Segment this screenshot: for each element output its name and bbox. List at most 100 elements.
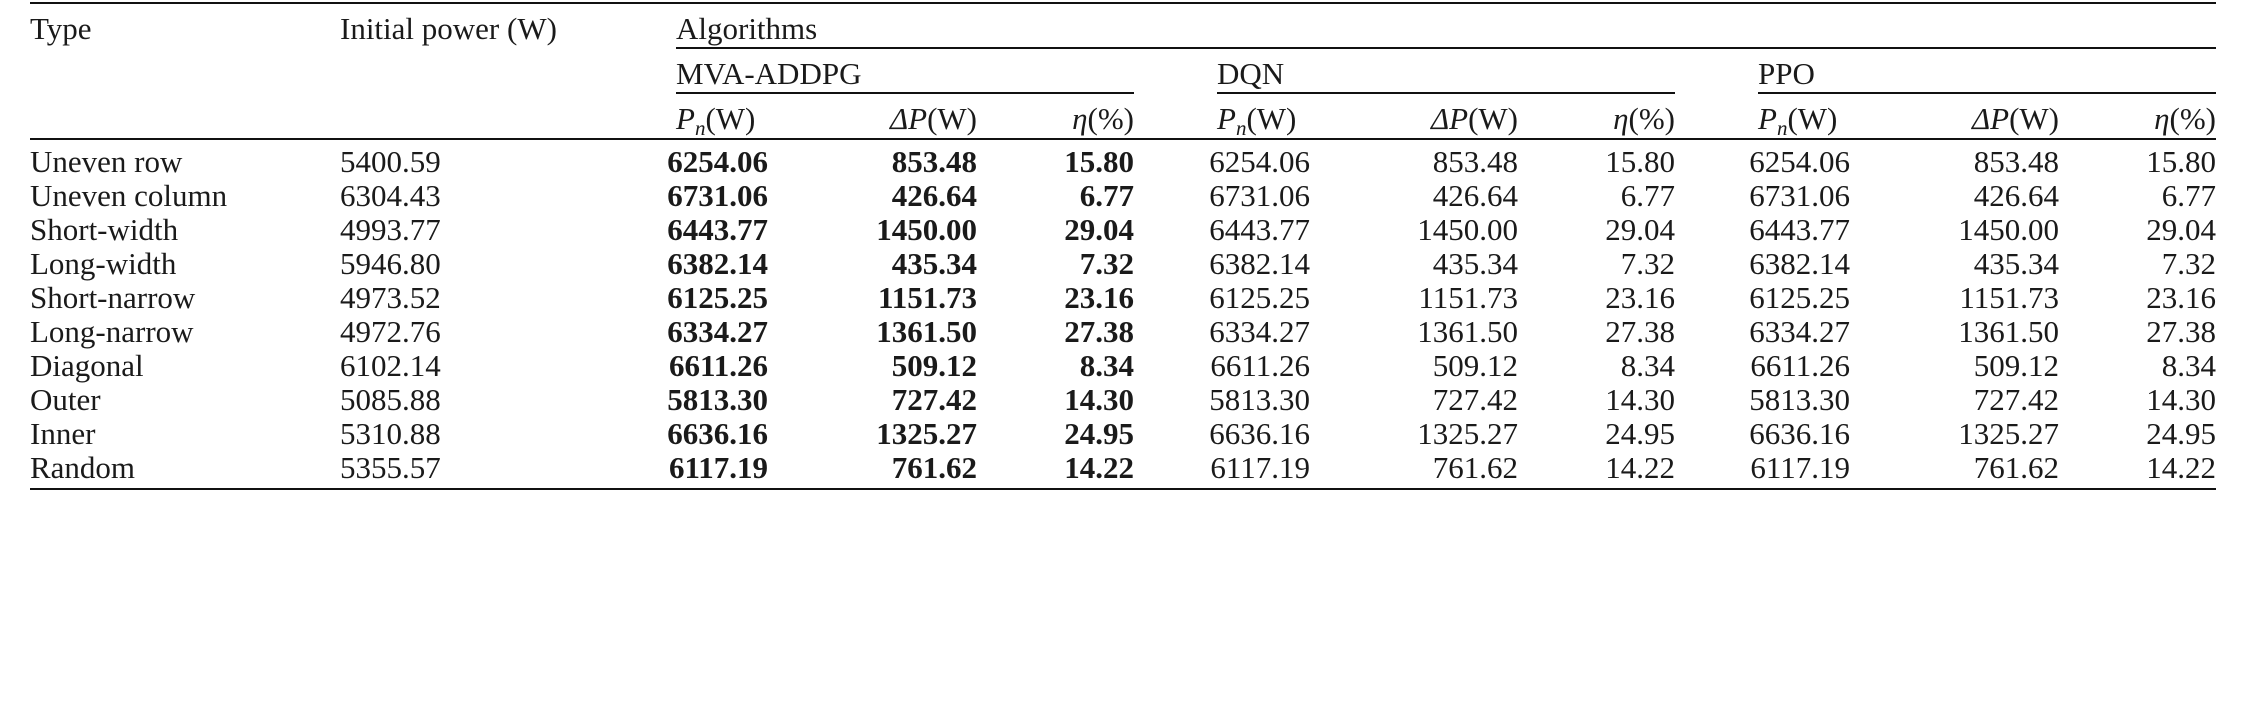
cell-pn: 6731.06 <box>1749 178 1850 213</box>
cell-eta: 24.95 <box>1064 416 1134 451</box>
cell-pn: 6636.16 <box>667 416 768 451</box>
cell-eta: 8.34 <box>2161 348 2216 383</box>
cell-eta: 14.22 <box>1605 450 1675 485</box>
cell-eta: 23.16 <box>1605 280 1675 315</box>
cell-delta-p: 761.62 <box>1432 450 1518 485</box>
cell-delta-p: 1325.27 <box>876 416 977 451</box>
cell-eta: 29.04 <box>1605 212 1675 247</box>
cell-pn: 6611.26 <box>1210 348 1310 383</box>
group-label-mva-addpg: MVA-ADDPG <box>676 56 862 91</box>
cell-eta: 15.80 <box>1064 144 1134 179</box>
cell-eta: 23.16 <box>1064 280 1134 315</box>
cell-eta: 14.30 <box>1064 382 1134 417</box>
cell-eta: 24.95 <box>1605 416 1675 451</box>
cell-pn: 6117.19 <box>1750 450 1850 485</box>
cell-pn: 6117.19 <box>1210 450 1310 485</box>
cell-delta-p: 426.64 <box>891 178 977 213</box>
cell-pn: 6254.06 <box>1209 144 1310 179</box>
cell-delta-p: 1450.00 <box>1958 212 2059 247</box>
cell-delta-p: 509.12 <box>1973 348 2059 383</box>
cell-type: Uneven row <box>30 144 183 179</box>
cell-eta: 27.38 <box>1605 314 1675 349</box>
cell-type: Outer <box>30 382 101 417</box>
subcol-delta-p-header: ΔP(W) <box>1971 101 2059 136</box>
cell-eta: 29.04 <box>2146 212 2216 247</box>
cell-delta-p: 761.62 <box>1973 450 2059 485</box>
cell-delta-p: 853.48 <box>891 144 977 179</box>
group-label-ppo: PPO <box>1758 56 1815 91</box>
cell-pn: 6636.16 <box>1749 416 1850 451</box>
subcol-eta-header: η(%) <box>1072 101 1134 136</box>
cell-type: Short-width <box>30 212 179 247</box>
cell-delta-p: 727.42 <box>1973 382 2059 417</box>
cell-eta: 7.32 <box>1620 246 1675 281</box>
cell-delta-p: 435.34 <box>1432 246 1518 281</box>
header-algorithms: Algorithms <box>676 11 818 46</box>
cell-delta-p: 426.64 <box>1432 178 1518 213</box>
cell-pn: 6125.25 <box>667 280 768 315</box>
cell-pn: 5813.30 <box>1749 382 1850 417</box>
header-rule <box>30 138 2216 140</box>
cell-type: Short-narrow <box>30 280 196 315</box>
cell-delta-p: 1450.00 <box>876 212 977 247</box>
cell-eta: 23.16 <box>2146 280 2216 315</box>
cell-delta-p: 435.34 <box>891 246 977 281</box>
group-label-dqn: DQN <box>1217 56 1285 91</box>
cell-delta-p: 1151.73 <box>877 280 977 315</box>
cell-pn: 6125.25 <box>1749 280 1850 315</box>
cell-pn: 6731.06 <box>1209 178 1310 213</box>
cell-eta: 6.77 <box>1620 178 1675 213</box>
cell-pn: 6334.27 <box>1749 314 1850 349</box>
cell-delta-p: 1325.27 <box>1958 416 2059 451</box>
cell-initial-power: 6304.43 <box>340 178 441 213</box>
cell-pn: 6382.14 <box>1749 246 1850 281</box>
cell-type: Long-narrow <box>30 314 194 349</box>
cell-pn: 6731.06 <box>667 178 768 213</box>
cell-eta: 24.95 <box>2146 416 2216 451</box>
cell-pn: 6611.26 <box>668 348 768 383</box>
subcol-pn-header: Pn(W) <box>1217 101 1297 140</box>
cell-pn: 5813.30 <box>667 382 768 417</box>
cell-delta-p: 1361.50 <box>1958 314 2059 349</box>
cell-initial-power: 5400.59 <box>340 144 441 179</box>
subcol-pn-header: Pn(W) <box>676 101 756 140</box>
cell-delta-p: 1151.73 <box>1418 280 1518 315</box>
cell-delta-p: 727.42 <box>1432 382 1518 417</box>
cell-eta: 8.34 <box>1079 348 1134 383</box>
cell-pn: 6382.14 <box>1209 246 1310 281</box>
cell-eta: 14.30 <box>2146 382 2216 417</box>
cell-pn: 5813.30 <box>1209 382 1310 417</box>
cell-type: Diagonal <box>30 348 144 383</box>
subcol-pn-header: Pn(W) <box>1758 101 1838 140</box>
cell-initial-power: 4972.76 <box>340 314 441 349</box>
cell-delta-p: 761.62 <box>891 450 977 485</box>
cell-pn: 6117.19 <box>668 450 768 485</box>
cell-eta: 7.32 <box>1079 246 1134 281</box>
cell-delta-p: 1361.50 <box>1417 314 1518 349</box>
cell-initial-power: 5310.88 <box>340 416 441 451</box>
cell-type: Inner <box>30 416 96 451</box>
cell-eta: 7.32 <box>2161 246 2216 281</box>
cell-initial-power: 6102.14 <box>340 348 441 383</box>
cell-eta: 27.38 <box>1064 314 1134 349</box>
cell-eta: 15.80 <box>1605 144 1675 179</box>
subcol-eta-header: η(%) <box>1613 101 1675 136</box>
cell-initial-power: 5946.80 <box>340 246 441 281</box>
cell-delta-p: 509.12 <box>891 348 977 383</box>
cell-pn: 6382.14 <box>667 246 768 281</box>
cell-type: Uneven column <box>30 178 228 213</box>
cell-eta: 14.30 <box>1605 382 1675 417</box>
top-rule <box>30 2 2216 4</box>
cell-initial-power: 5085.88 <box>340 382 441 417</box>
group-rule-ppo <box>1758 92 2216 94</box>
cell-delta-p: 1361.50 <box>876 314 977 349</box>
cell-initial-power: 5355.57 <box>340 450 441 485</box>
cell-delta-p: 435.34 <box>1973 246 2059 281</box>
cell-delta-p: 853.48 <box>1432 144 1518 179</box>
cell-eta: 14.22 <box>2146 450 2216 485</box>
cell-pn: 6125.25 <box>1209 280 1310 315</box>
cell-type: Long-width <box>30 246 177 281</box>
header-initial-power: Initial power (W) <box>340 11 557 46</box>
group-rule-dqn <box>1217 92 1675 94</box>
cell-type: Random <box>30 450 136 485</box>
